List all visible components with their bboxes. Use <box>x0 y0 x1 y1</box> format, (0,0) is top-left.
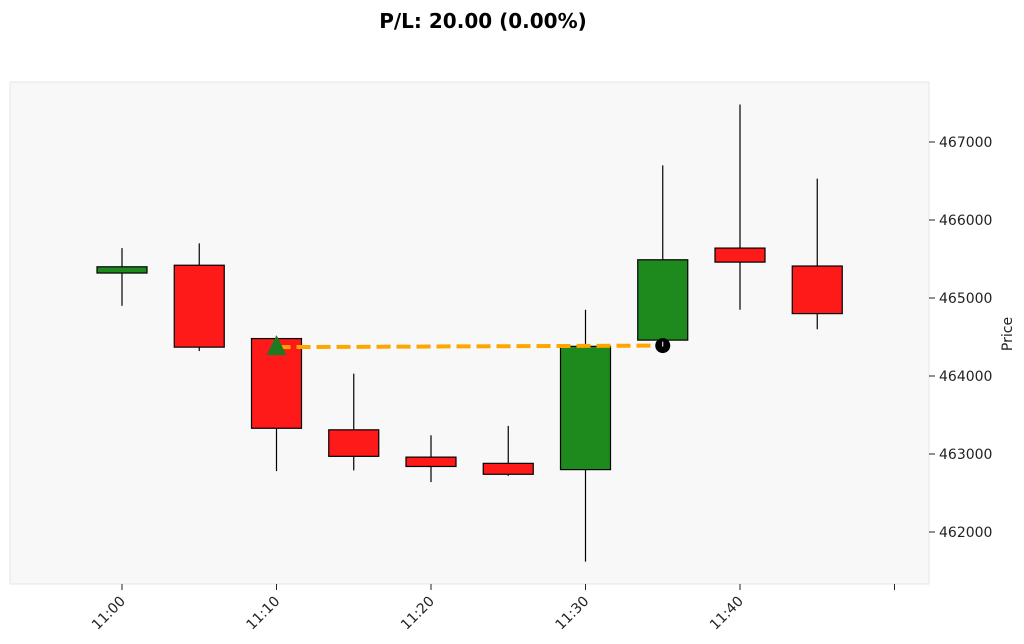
candle <box>328 373 380 471</box>
candle-body-up <box>559 345 612 471</box>
x-tick-label: 11:40 <box>707 594 747 634</box>
candle-body-down <box>482 462 534 475</box>
x-tick-label: 11:30 <box>552 594 592 634</box>
y-tick-label: 464000 <box>939 369 992 385</box>
y-tick-label: 467000 <box>939 135 992 151</box>
y-tick-label: 462000 <box>939 525 992 541</box>
candle-body-up <box>637 259 689 341</box>
x-tick-label: 11:20 <box>398 594 438 634</box>
x-tick-label: 11:10 <box>243 594 283 634</box>
y-axis-label: Price <box>1000 317 1016 351</box>
chart-title: P/L: 20.00 (0.00%) <box>379 9 587 33</box>
candle <box>173 243 225 352</box>
candle <box>405 435 457 483</box>
y-tick-label: 466000 <box>939 213 992 229</box>
plot-area <box>9 81 930 585</box>
candle <box>96 248 148 306</box>
entry-marker <box>266 335 287 356</box>
candle <box>637 165 689 345</box>
candle-body-down <box>714 247 766 263</box>
candle <box>482 425 534 476</box>
candle-body-down <box>405 456 457 468</box>
y-tick-label: 465000 <box>939 291 992 307</box>
x-tick-label: 11:00 <box>89 594 129 634</box>
candle-body-down <box>791 265 843 315</box>
candle-body-up <box>96 266 148 274</box>
candle <box>714 104 766 310</box>
candle-body-down <box>328 429 380 457</box>
y-axis: 462000 463000 464000 465000 466000 467000 <box>929 135 992 541</box>
candle-body-down <box>173 264 225 348</box>
candle <box>791 178 843 330</box>
trade-group <box>266 335 671 356</box>
y-tick-label: 463000 <box>939 447 992 463</box>
x-axis: 11:00 11:10 11:20 11:30 11:40 <box>89 584 895 633</box>
trade-line <box>276 343 663 350</box>
